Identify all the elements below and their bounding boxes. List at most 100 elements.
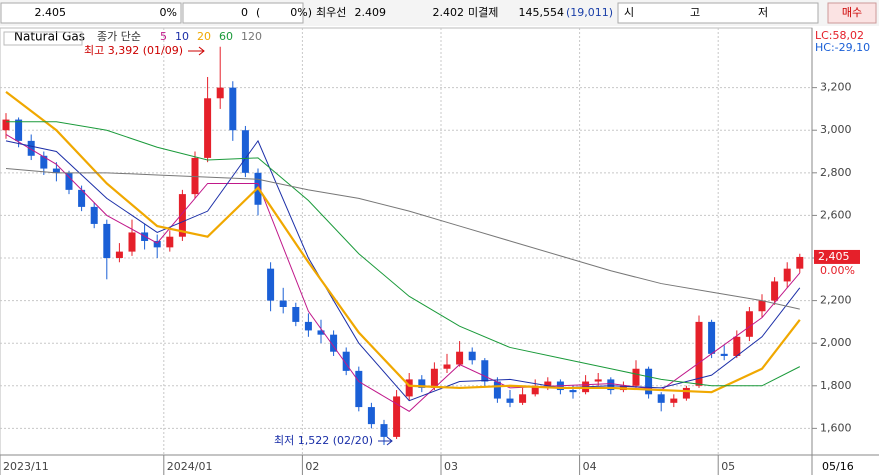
- candle-body: [720, 353, 728, 356]
- price-tag-label: 2,405: [818, 250, 850, 263]
- x-tick-label: 02: [305, 460, 319, 473]
- candle-body: [632, 368, 640, 386]
- ma-line: [6, 121, 801, 387]
- candle-body: [519, 394, 527, 403]
- ma-label: 종가 단순: [97, 30, 141, 43]
- candle-body: [430, 368, 438, 388]
- best-bid: 2.409: [355, 6, 387, 19]
- best-ask: 2.402: [433, 6, 465, 19]
- low-label: 저: [758, 6, 768, 19]
- candle-body: [745, 311, 753, 337]
- y-tick-label: 1,800: [820, 379, 852, 392]
- candle-body: [456, 351, 464, 365]
- candle-body: [317, 330, 325, 335]
- candle-body: [682, 387, 690, 399]
- ma-line: [5, 134, 801, 412]
- candle-body: [191, 157, 199, 195]
- candle-body: [695, 321, 703, 386]
- paren: (: [256, 6, 260, 19]
- candle-body: [292, 306, 300, 322]
- legend-label: 120: [241, 30, 262, 43]
- y-tick-label: 3,000: [820, 123, 852, 136]
- candle-body: [342, 351, 350, 371]
- candle-body: [153, 240, 161, 248]
- high-note: 최고 3,392 (01/09): [84, 44, 183, 57]
- candle-body: [216, 87, 224, 99]
- candle-body: [27, 140, 35, 156]
- title-box: [3, 31, 83, 46]
- candle-body: [670, 398, 678, 403]
- candle-body: [78, 189, 86, 207]
- candle-body: [393, 396, 401, 437]
- chart-title: Natural Gas: [14, 30, 85, 44]
- ma-line: [5, 168, 800, 310]
- best-label: 최우선: [316, 6, 346, 19]
- legend-label: 60: [219, 30, 233, 43]
- x-tick-label: 2024/01: [167, 460, 213, 473]
- ma-line: [5, 91, 801, 394]
- y-tick-label: 3,200: [820, 81, 852, 94]
- candle-body: [355, 370, 363, 408]
- arrow: [188, 46, 205, 56]
- price: 2.405: [35, 6, 67, 19]
- candle-body: [90, 206, 98, 224]
- x-tick-label: 03: [444, 460, 458, 473]
- y-tick-label: 2,200: [820, 294, 852, 307]
- candle-body: [418, 379, 426, 388]
- candle-body: [330, 334, 338, 352]
- hc-label: HC:-29,10: [815, 41, 870, 54]
- candle-body: [128, 232, 136, 252]
- low-note: 최저 1,522 (02/20): [274, 434, 373, 447]
- change-pct: 0%: [160, 6, 177, 19]
- price-box: [0, 2, 182, 24]
- buy-button[interactable]: [827, 2, 877, 24]
- candle-body: [796, 256, 804, 269]
- legend-label: 10: [175, 30, 189, 43]
- candle-body: [594, 379, 602, 382]
- candle-body: [443, 364, 451, 369]
- candle-body: [279, 300, 287, 307]
- candle-body: [40, 155, 48, 169]
- y-tick-label: 1,600: [820, 421, 852, 434]
- x-tick-label: 05: [721, 460, 735, 473]
- candle-body: [783, 268, 791, 282]
- candle-body: [758, 300, 766, 312]
- candle-body: [304, 321, 312, 331]
- candle-body: [166, 236, 174, 248]
- y-tick-label: 2,000: [820, 336, 852, 349]
- candle-body: [708, 321, 716, 354]
- candle-body: [771, 281, 779, 301]
- candle-body: [15, 119, 23, 141]
- legend-label: 20: [197, 30, 211, 43]
- x-tick-label: 04: [583, 460, 597, 473]
- lc-label: LC:58,02: [815, 29, 864, 42]
- ma-line: [5, 139, 801, 402]
- oi: 145,554: [519, 6, 565, 19]
- oi-label: 미결제: [468, 6, 498, 19]
- candle-body: [380, 424, 388, 437]
- candle-body: [544, 381, 552, 386]
- candle-body: [178, 194, 186, 237]
- oi-change: (19,011): [566, 6, 613, 19]
- buy-label[interactable]: 매수: [842, 6, 862, 19]
- candle-body: [493, 381, 501, 399]
- candle-body: [267, 268, 275, 301]
- candle-body: [657, 394, 665, 403]
- candle-body: [115, 251, 123, 259]
- candle-body: [103, 223, 111, 259]
- candle-body: [204, 98, 212, 158]
- volume: 0: [241, 6, 248, 19]
- candle-body: [733, 336, 741, 356]
- candle-body: [229, 87, 237, 131]
- volume-box: [182, 2, 304, 24]
- candle-body: [241, 130, 249, 173]
- change-label: 0.00%: [820, 264, 855, 277]
- candle-body: [569, 390, 577, 393]
- price-tag: [814, 249, 860, 264]
- candle-body: [65, 172, 73, 190]
- candle-body: [645, 368, 653, 395]
- last-date: 05/16: [822, 460, 854, 473]
- candle-body: [481, 360, 489, 382]
- high-label: 고: [690, 6, 700, 19]
